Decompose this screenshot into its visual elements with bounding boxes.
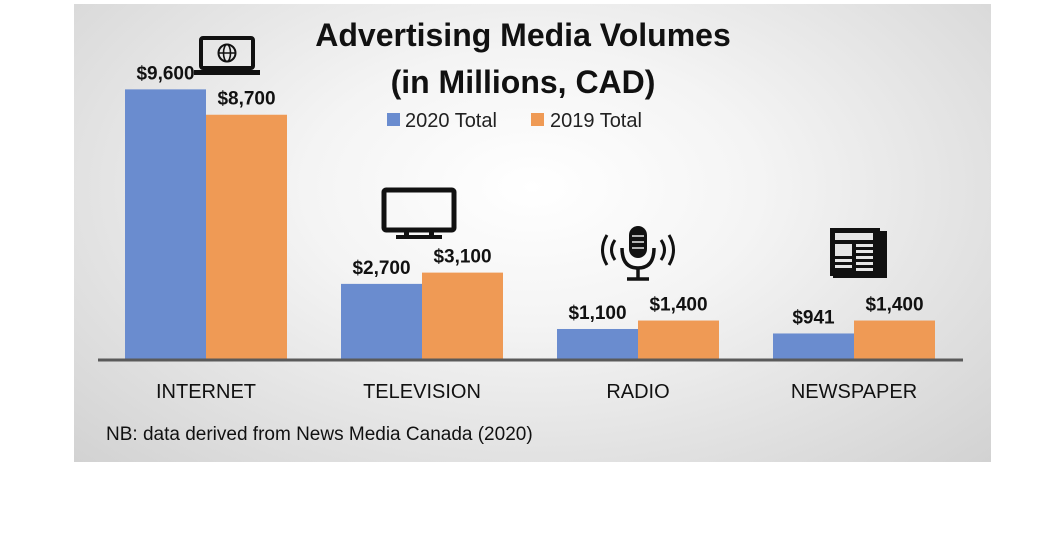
- legend: 2020 Total 2019 Total: [387, 110, 642, 132]
- legend-label-2019: 2019 Total: [550, 110, 642, 132]
- data-label-television-2019-total: $3,100: [433, 247, 491, 268]
- category-label-internet: INTERNET: [156, 381, 256, 403]
- bar-television-2020-total: [341, 283, 422, 360]
- bar-television-2019-total: [422, 272, 503, 360]
- source-note: NB: data derived from News Media Canada …: [106, 424, 533, 445]
- category-labels: INTERNET TELEVISION RADIO NEWSPAPER: [156, 381, 917, 403]
- category-label-television: TELEVISION: [363, 381, 481, 403]
- laptop-globe-icon: [194, 36, 260, 75]
- legend-swatch-2020: [387, 113, 400, 126]
- data-label-radio-2019-total: $1,400: [649, 295, 707, 316]
- data-label-internet-2019-total: $8,700: [217, 89, 275, 110]
- microphone-icon: [601, 226, 675, 281]
- chart-subtitle: (in Millions, CAD): [391, 64, 656, 100]
- legend-label-2020: 2020 Total: [405, 110, 497, 132]
- television-icon: [381, 187, 457, 239]
- bar-radio-2020-total: [557, 328, 638, 360]
- bar-chart: Advertising Media Volumes (in Millions, …: [98, 17, 963, 445]
- bars-layer: [125, 89, 935, 360]
- chart-panel: Advertising Media Volumes (in Millions, …: [74, 4, 991, 462]
- newspaper-icon: [830, 228, 887, 278]
- data-label-internet-2020-total: $9,600: [136, 63, 194, 84]
- bar-internet-2020-total: [125, 89, 206, 360]
- category-label-newspaper: NEWSPAPER: [791, 381, 917, 403]
- bar-radio-2019-total: [638, 320, 719, 360]
- chart-title: Advertising Media Volumes: [315, 17, 731, 53]
- legend-swatch-2019: [531, 113, 544, 126]
- data-label-newspaper-2019-total: $1,400: [865, 295, 923, 316]
- data-label-radio-2020-total: $1,100: [568, 303, 626, 324]
- data-label-television-2020-total: $2,700: [352, 258, 410, 279]
- category-label-radio: RADIO: [606, 381, 669, 403]
- bar-newspaper-2019-total: [854, 320, 935, 360]
- bar-internet-2019-total: [206, 114, 287, 360]
- data-label-newspaper-2020-total: $941: [792, 307, 835, 328]
- bar-newspaper-2020-total: [773, 333, 854, 360]
- data-labels-layer: $9,600 $8,700 $2,700 $3,100 $1,100 $1,400 $941…: [136, 63, 923, 328]
